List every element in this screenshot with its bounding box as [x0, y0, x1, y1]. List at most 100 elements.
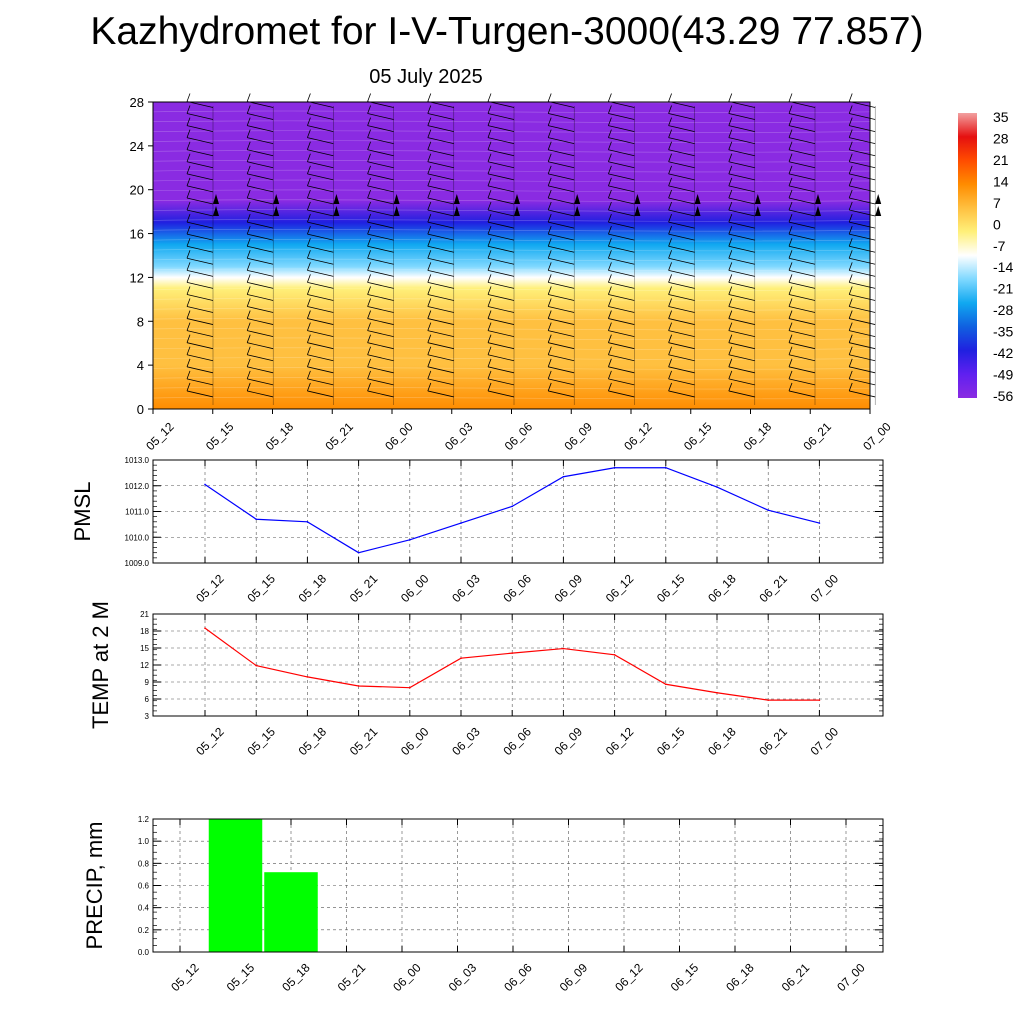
wind-barb-flag	[547, 141, 552, 150]
wind-barb	[427, 209, 454, 217]
x-tick-label: 06_06	[500, 571, 534, 605]
wind-barb-flag	[186, 238, 191, 247]
wind-barb	[367, 366, 394, 374]
wind-barb-flag	[487, 286, 492, 295]
wind-barb	[788, 137, 816, 145]
wind-barb	[788, 149, 816, 157]
y-tick-label: 0.4	[138, 904, 150, 913]
wind-barb-flag	[547, 238, 552, 247]
colorbar-label: -21	[993, 281, 1013, 297]
wind-barb	[728, 257, 755, 265]
wind-barb-flag	[728, 286, 733, 295]
x-tick-label: 05_21	[335, 960, 369, 994]
wind-barb-flag	[427, 346, 432, 355]
contour-line	[152, 199, 871, 202]
wind-barb	[186, 306, 214, 313]
data-point	[511, 505, 513, 508]
wind-barb-flag	[728, 322, 733, 331]
wind-barb-flag	[608, 334, 612, 343]
wind-barb	[548, 354, 575, 362]
x-tick-label: 06_00	[398, 571, 432, 605]
wind-barb	[668, 342, 695, 350]
wind-barb-flag	[788, 189, 793, 199]
wind-pennant	[694, 206, 701, 217]
wind-barb-flag	[668, 310, 672, 319]
wind-barb-flag	[788, 250, 793, 259]
wind-barb-flag	[307, 346, 311, 355]
wind-barb	[788, 257, 816, 265]
wind-barb	[548, 209, 575, 217]
wind-barb	[728, 269, 755, 277]
wind-pennant	[694, 193, 701, 204]
panel-temp: 3 6 9 12 15 18 21 05_12 05_15 05_18 05_21 06_00 06_0…	[88, 601, 884, 758]
wind-barb	[608, 125, 635, 132]
wind-barb	[728, 137, 755, 145]
wind-barb-flag	[367, 165, 371, 174]
wind-barb-flag	[246, 201, 251, 211]
wind-barb	[608, 366, 635, 374]
wind-barb-flag	[367, 334, 371, 343]
data-point	[409, 539, 411, 541]
wind-barb-flag	[608, 322, 612, 331]
wind-barb	[668, 161, 695, 169]
wind-barb	[788, 125, 816, 132]
wind-barb	[548, 318, 575, 325]
wind-barb-flag	[307, 141, 311, 150]
wind-barb	[788, 390, 816, 398]
wind-barb-flag	[547, 105, 552, 114]
wind-barb-flag	[427, 370, 432, 380]
x-tick-label: 06_12	[612, 960, 646, 994]
wind-barb-flag	[246, 141, 251, 150]
wind-barb-flag	[608, 189, 612, 199]
wind-barb	[849, 161, 876, 169]
wind-barb	[728, 245, 755, 253]
wind-barb	[186, 173, 214, 181]
wind-barb	[788, 282, 816, 289]
panel-precip: 0.0 0.2 0.4 0.6 0.8 1.0 1.2 05_12 05_15 05_18 05_2…	[82, 815, 884, 994]
wind-barb	[487, 342, 515, 350]
wind-barb	[367, 185, 394, 193]
wind-barb-flag	[848, 153, 853, 162]
data-point	[204, 627, 206, 629]
contour-line	[152, 396, 871, 400]
x-tick-label: 06_06	[502, 419, 536, 453]
wind-barb-flag	[668, 105, 672, 114]
y-tick-label: 1.0	[138, 837, 150, 846]
wind-barb-flag	[608, 153, 612, 162]
x-tick-label: 05_18	[296, 724, 330, 758]
wind-barb	[548, 161, 575, 169]
wind-barb	[788, 306, 816, 313]
wind-barb-flag	[246, 250, 251, 259]
contour-line	[152, 189, 871, 192]
wind-barb-flag	[728, 310, 733, 319]
wind-barb-flag	[307, 117, 311, 126]
wind-barb-flag	[487, 274, 492, 283]
wind-barb-flag	[487, 117, 492, 126]
wind-barb	[668, 354, 695, 362]
wind-barb	[728, 173, 755, 181]
wind-barb-flag	[186, 213, 191, 223]
wind-barb-flag	[186, 129, 191, 138]
wind-barb-flag	[186, 334, 191, 343]
wind-barb-flag	[246, 105, 251, 114]
wind-barb-flag	[848, 177, 853, 187]
colorbar-label: -56	[993, 388, 1013, 404]
wind-barb	[668, 125, 695, 132]
wind-barb-flag	[487, 250, 492, 259]
wind-barb-flag	[246, 238, 251, 247]
wind-barb-flag	[367, 213, 371, 223]
wind-barb-flag	[848, 213, 853, 223]
x-tick-label: 06_12	[621, 419, 655, 453]
wind-barb-flag	[487, 370, 492, 380]
wind-barb	[608, 113, 635, 120]
wind-pennant	[754, 206, 761, 217]
wind-barb	[608, 221, 635, 229]
wind-barb	[728, 342, 755, 350]
wind-barb	[849, 318, 876, 325]
wind-barb	[668, 282, 695, 289]
wind-barb-flag	[668, 213, 672, 223]
wind-barb	[186, 282, 214, 289]
wind-pennant	[574, 206, 581, 217]
contour-line	[152, 120, 871, 123]
data-point	[306, 521, 309, 523]
